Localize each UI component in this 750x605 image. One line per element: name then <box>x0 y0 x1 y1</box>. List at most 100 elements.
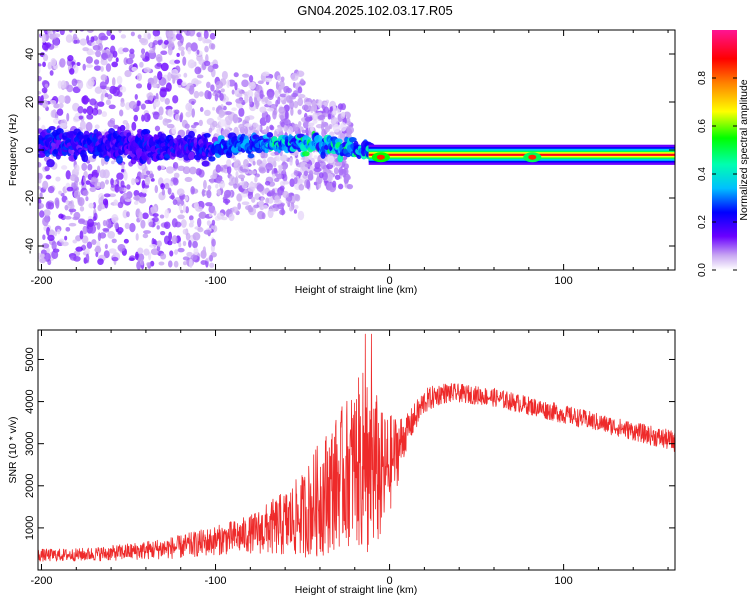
heatmap-cell <box>252 122 259 128</box>
heatmap-cell <box>243 159 249 168</box>
heatmap-cell <box>189 166 197 175</box>
heatmap-cell <box>141 151 148 161</box>
heatmap-cell <box>276 203 285 210</box>
heatmap-cell <box>238 90 246 95</box>
heatmap-cell <box>97 101 105 107</box>
heatmap-cell <box>156 240 162 247</box>
heatmap-cell <box>202 246 207 256</box>
heatmap-cell <box>90 176 98 186</box>
heatmap-cell <box>95 251 99 258</box>
heatmap-cell <box>300 156 309 161</box>
heatmap-cell <box>148 221 154 228</box>
heatmap-cell <box>327 113 331 120</box>
snr-y-tick-label: 5000 <box>24 347 36 371</box>
heatmap-cell <box>135 251 139 261</box>
heatmap-cell <box>45 42 52 49</box>
heatmap-cell <box>272 207 277 212</box>
heatmap-cell <box>220 88 225 93</box>
heatmap-cell <box>78 115 84 120</box>
heatmap-cell <box>77 79 84 90</box>
heatmap-cell <box>185 102 193 112</box>
heatmap-cell <box>237 202 242 210</box>
heatmap-cell <box>115 57 119 63</box>
heatmap-cell <box>158 261 165 266</box>
heatmap-cell <box>182 56 187 66</box>
heatmap-cell <box>298 184 305 191</box>
heatmap-cell <box>42 216 49 227</box>
heatmap-cell <box>169 250 174 257</box>
heatmap-cell <box>61 165 68 170</box>
heatmap-cell <box>113 124 120 129</box>
heatmap-cell <box>146 262 150 267</box>
snr-x-tick-label: -200 <box>30 575 52 587</box>
heatmap-cell <box>152 30 161 37</box>
heatmap-cell <box>315 176 323 185</box>
heatmap-cell <box>337 183 344 190</box>
heatmap-cell <box>257 80 264 85</box>
heatmap-cell <box>172 199 178 206</box>
snr-frame <box>37 329 676 571</box>
heatmap-cell <box>88 50 96 55</box>
heatmap-cell <box>346 184 354 190</box>
heatmap-cell <box>140 172 145 180</box>
heatmap-cell <box>188 85 195 95</box>
heatmap-cell <box>337 103 344 110</box>
heatmap-cell <box>140 219 146 229</box>
heatmap-cell <box>209 178 215 184</box>
heatmap-cell <box>56 108 64 116</box>
heatmap-cell <box>203 30 209 39</box>
heatmap-cell <box>185 232 191 241</box>
heatmap-cell <box>152 83 159 88</box>
heatmap-cell <box>86 241 93 249</box>
heatmap-cell <box>198 119 203 127</box>
heatmap-cell <box>158 115 163 120</box>
heatmap-cell <box>184 123 190 129</box>
heatmap-cell <box>157 70 163 81</box>
heatmap-cell <box>91 239 97 246</box>
heatmap-cell <box>178 204 183 212</box>
heatmap-cell <box>293 177 298 185</box>
snr-x-tick-label: -100 <box>205 575 227 587</box>
heatmap-cell <box>105 86 111 91</box>
heatmap-cell <box>321 171 328 181</box>
heatmap-cell <box>72 239 78 244</box>
heatmap-cell <box>44 83 49 89</box>
heatmap-cell <box>81 153 89 163</box>
snr-x-ticks: -200 -100 0 100 <box>30 330 669 587</box>
heatmap-cell <box>136 72 143 82</box>
heatmap-cell <box>180 50 185 57</box>
heatmap-cell <box>221 216 228 221</box>
heatmap-cell <box>156 225 160 230</box>
heatmap-cell <box>41 33 47 43</box>
heatmap-cell <box>276 173 283 180</box>
heatmap-cell <box>88 202 94 209</box>
heatmap-cell <box>84 248 90 254</box>
heatmap-cell <box>290 107 294 116</box>
heatmap-cell <box>243 182 250 187</box>
spectrogram-y-tick-label: 20 <box>24 96 36 108</box>
heatmap-cell <box>128 100 137 110</box>
heatmap-cell <box>258 200 264 207</box>
heatmap-cell <box>244 123 253 127</box>
heatmap-cell <box>108 104 116 110</box>
heatmap-cell <box>125 57 134 65</box>
heatmap-cell <box>330 117 339 126</box>
heatmap-cell <box>277 164 284 169</box>
heatmap-cell <box>160 50 168 56</box>
heatmap-cell <box>124 69 132 78</box>
heatmap-cell <box>77 106 84 114</box>
heatmap-cell <box>100 66 104 72</box>
heatmap-cell <box>241 79 249 88</box>
heatmap-cell <box>86 30 95 33</box>
heatmap-cell <box>129 52 135 60</box>
heatmap-cell <box>168 260 173 268</box>
heatmap-cell <box>172 95 179 104</box>
heatmap-cell <box>334 161 342 167</box>
heatmap-cell <box>58 102 64 109</box>
heatmap-cell <box>204 90 211 100</box>
heatmap-cell <box>289 178 295 188</box>
heatmap-cell <box>64 235 68 241</box>
heatmap-cell <box>193 90 200 99</box>
heatmap-cell <box>47 186 55 194</box>
heatmap-cell <box>190 254 198 261</box>
